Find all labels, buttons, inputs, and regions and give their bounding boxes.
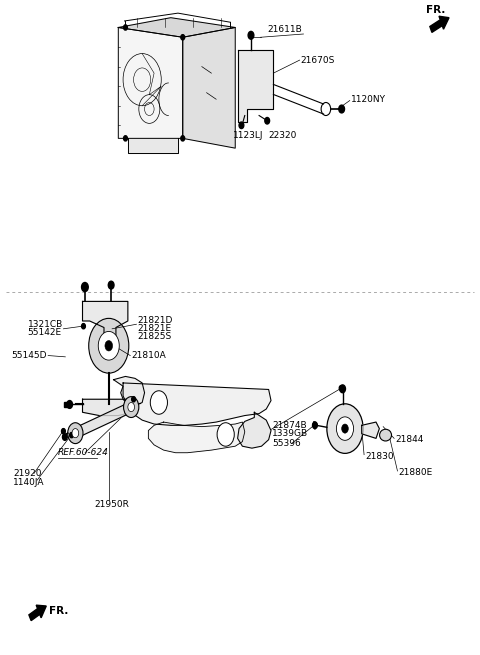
- Text: 21844: 21844: [395, 435, 423, 444]
- Text: 21874B: 21874B: [273, 421, 307, 430]
- Text: 1339GB: 1339GB: [273, 428, 309, 438]
- Circle shape: [336, 417, 354, 440]
- Circle shape: [342, 424, 348, 433]
- Polygon shape: [114, 377, 144, 405]
- Circle shape: [181, 35, 185, 40]
- Circle shape: [217, 422, 234, 446]
- Polygon shape: [83, 400, 132, 415]
- Polygon shape: [83, 301, 128, 341]
- Text: 21670S: 21670S: [300, 56, 335, 65]
- Text: 21880E: 21880E: [398, 468, 432, 477]
- Circle shape: [70, 432, 73, 438]
- Text: 1123LJ: 1123LJ: [233, 130, 264, 140]
- Polygon shape: [238, 412, 271, 448]
- Circle shape: [105, 341, 113, 351]
- Circle shape: [82, 282, 88, 291]
- Polygon shape: [118, 28, 183, 138]
- Text: 21830: 21830: [365, 452, 394, 461]
- Circle shape: [312, 422, 317, 428]
- Polygon shape: [74, 402, 132, 438]
- Text: 21821D: 21821D: [137, 316, 173, 326]
- Text: 21950R: 21950R: [95, 500, 129, 510]
- Polygon shape: [183, 28, 235, 148]
- Circle shape: [123, 25, 127, 30]
- Polygon shape: [123, 383, 271, 425]
- Circle shape: [150, 391, 168, 414]
- Text: 21611B: 21611B: [268, 25, 302, 34]
- Circle shape: [67, 401, 72, 408]
- Polygon shape: [128, 138, 178, 153]
- Text: 55396: 55396: [273, 439, 301, 448]
- Text: 21810A: 21810A: [131, 351, 166, 360]
- Circle shape: [327, 404, 363, 453]
- Text: REF.60-624: REF.60-624: [58, 448, 108, 457]
- Circle shape: [89, 318, 129, 373]
- Text: 22320: 22320: [269, 130, 297, 140]
- Text: 21920: 21920: [13, 469, 42, 478]
- Circle shape: [313, 422, 317, 427]
- Circle shape: [72, 428, 79, 438]
- Circle shape: [339, 386, 343, 391]
- Text: FR.: FR.: [49, 607, 69, 616]
- Polygon shape: [148, 422, 245, 453]
- FancyArrow shape: [430, 16, 449, 32]
- Text: 55142E: 55142E: [28, 328, 62, 337]
- Circle shape: [98, 331, 119, 360]
- Circle shape: [123, 397, 139, 417]
- Circle shape: [340, 385, 346, 393]
- Circle shape: [68, 422, 83, 443]
- Text: 1120NY: 1120NY: [351, 95, 386, 103]
- Circle shape: [181, 136, 185, 141]
- Text: 21825S: 21825S: [137, 332, 172, 341]
- Circle shape: [128, 403, 134, 411]
- Circle shape: [132, 397, 135, 402]
- Polygon shape: [118, 18, 235, 37]
- Circle shape: [61, 428, 65, 434]
- Text: 1140JA: 1140JA: [13, 477, 45, 487]
- Ellipse shape: [380, 429, 392, 441]
- Bar: [64, 402, 69, 407]
- Circle shape: [108, 281, 114, 289]
- Text: 21821E: 21821E: [137, 324, 171, 333]
- Circle shape: [82, 324, 85, 329]
- Circle shape: [339, 105, 345, 113]
- Text: 1321CB: 1321CB: [28, 320, 63, 329]
- Circle shape: [265, 117, 270, 124]
- Polygon shape: [362, 422, 379, 438]
- Circle shape: [239, 122, 244, 128]
- Text: FR.: FR.: [426, 5, 445, 15]
- Circle shape: [62, 434, 67, 440]
- FancyArrow shape: [29, 605, 46, 621]
- Circle shape: [248, 31, 254, 39]
- Circle shape: [123, 136, 127, 141]
- Polygon shape: [238, 50, 274, 122]
- Text: 55145D: 55145D: [11, 351, 47, 360]
